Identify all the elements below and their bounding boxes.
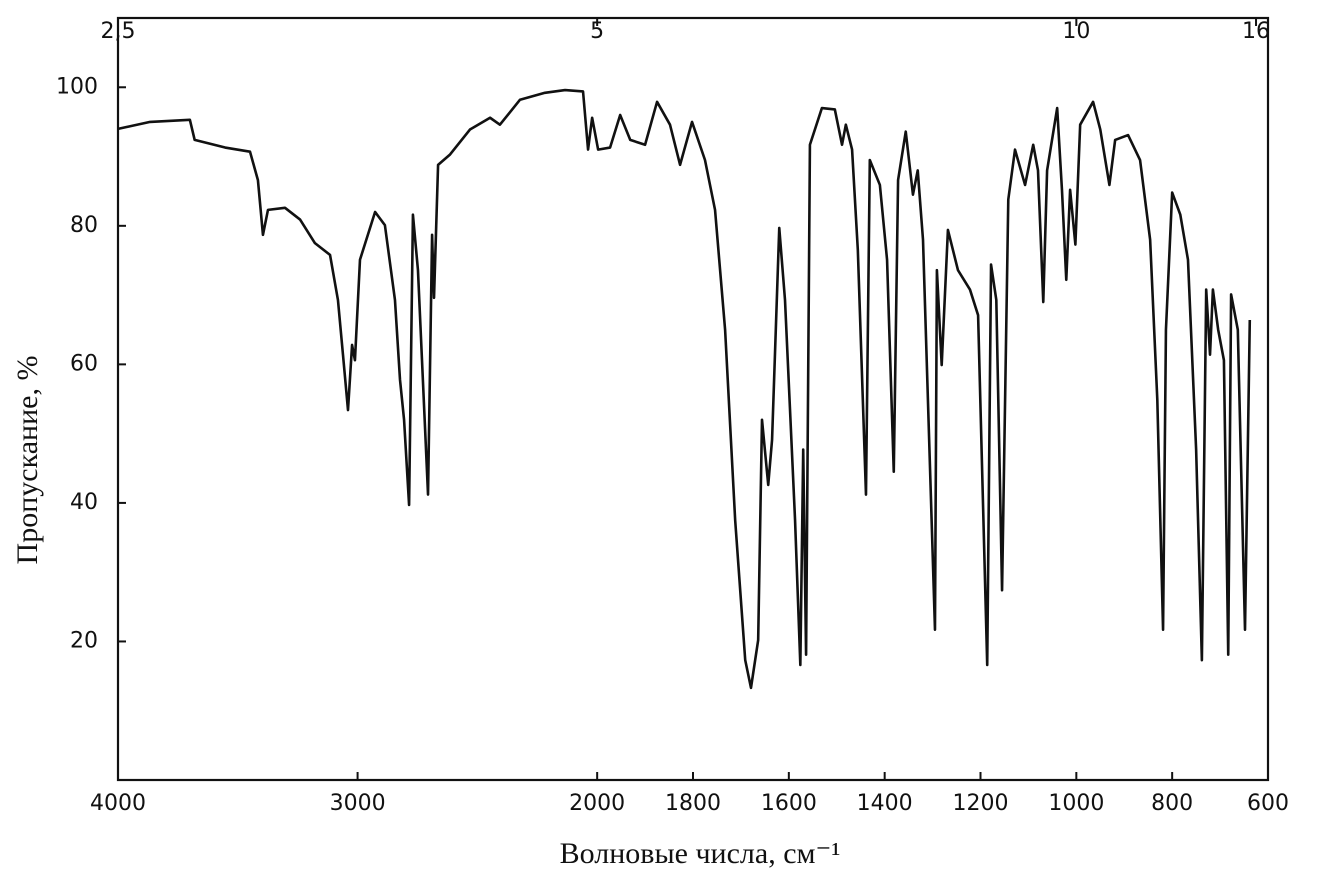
y-tick-label: 40 [70, 490, 98, 515]
x2-tick-label: 2,5 [101, 19, 136, 44]
x-tick-label: 800 [1151, 791, 1193, 816]
x-tick-label: 4000 [90, 791, 146, 816]
x2-tick-label: 16 [1242, 19, 1270, 44]
x-tick-label: 2000 [569, 791, 625, 816]
y-tick-label: 20 [70, 628, 98, 653]
x2-tick-label: 5 [590, 19, 604, 44]
x-tick-label: 600 [1247, 791, 1289, 816]
x-tick-label: 1200 [953, 791, 1009, 816]
x-tick-label: 1000 [1048, 791, 1104, 816]
y-axis-title: Пропускание, % [11, 356, 44, 565]
x-tick-label: 1600 [761, 791, 817, 816]
y-tick-label: 60 [70, 351, 98, 376]
x-tick-label: 3000 [330, 791, 386, 816]
y-tick-label: 80 [70, 213, 98, 238]
spectrum-line [117, 88, 1252, 690]
x-tick-label: 1400 [857, 791, 913, 816]
plot-frame [116, 16, 1270, 782]
x-tick-label: 1800 [665, 791, 721, 816]
y-tick-label: 100 [56, 74, 98, 99]
x-axis-title: Волновые числа, см⁻¹ [560, 837, 841, 870]
x2-tick-label: 10 [1062, 19, 1090, 44]
